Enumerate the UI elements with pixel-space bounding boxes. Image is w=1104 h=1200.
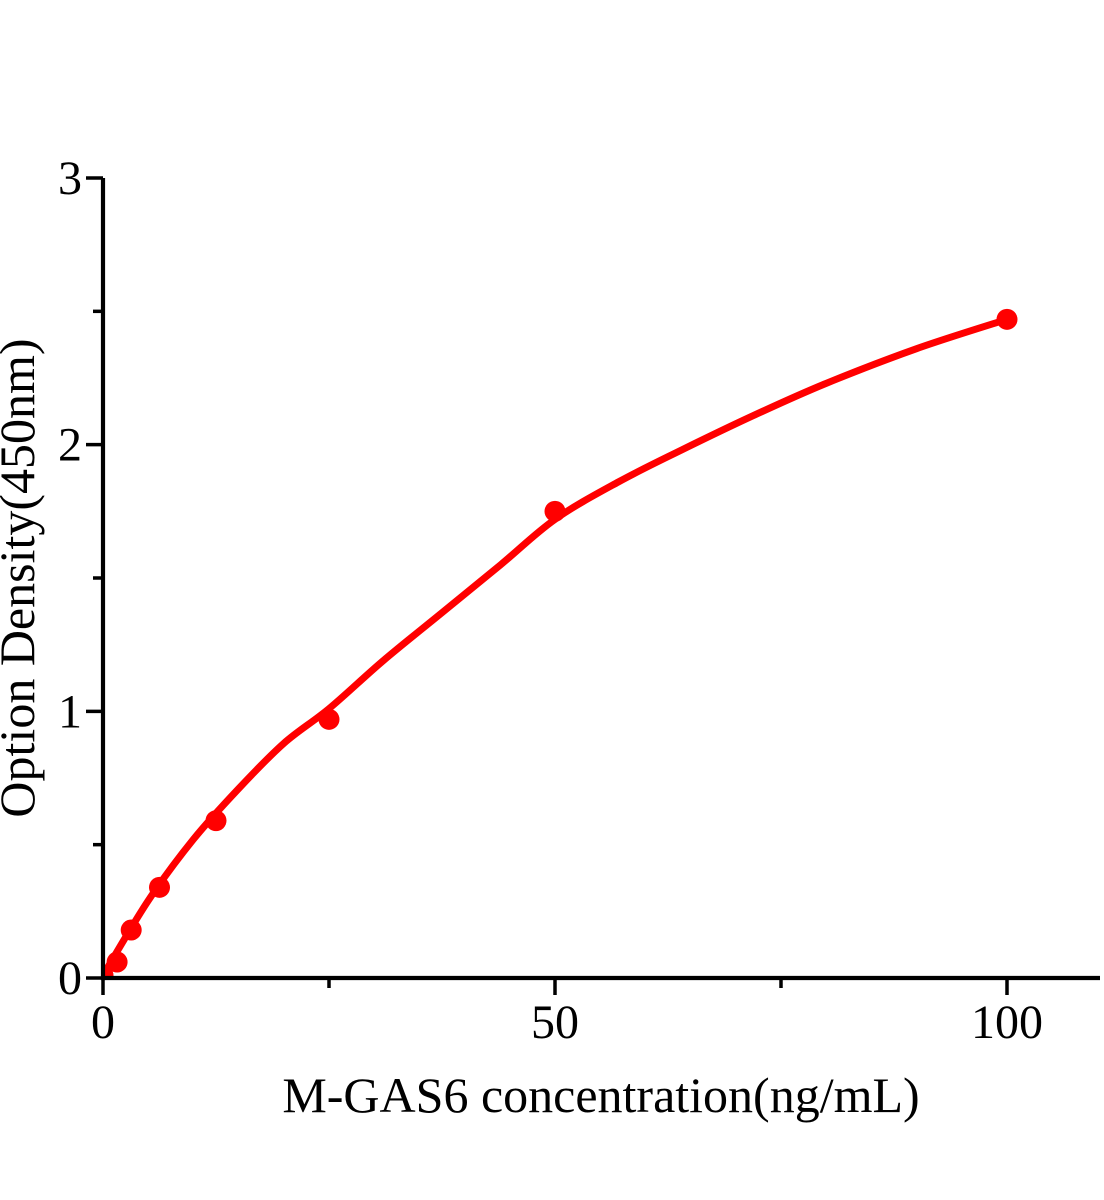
y-axis-tick-labels: 0 1 2 3	[58, 152, 82, 1005]
data-point-marker	[544, 500, 566, 522]
y-tick-label: 3	[58, 152, 82, 205]
x-tick-label: 0	[91, 996, 115, 1049]
data-point-marker	[149, 876, 170, 898]
fit-curve-group	[105, 315, 1011, 976]
fit-curve-path	[105, 315, 1011, 976]
x-tick-label: 100	[971, 996, 1043, 1049]
data-point-marker	[120, 919, 142, 941]
data-point-marker	[105, 965, 114, 976]
y-tick-label: 2	[58, 419, 82, 472]
data-points-group	[105, 308, 1018, 976]
y-axis-title: Option Density(450nm)	[0, 338, 45, 817]
x-tick-label: 50	[531, 996, 579, 1049]
data-point-marker	[318, 708, 340, 730]
y-tick-label: 0	[58, 952, 82, 1005]
data-point-marker	[205, 810, 227, 832]
data-point-marker	[106, 951, 128, 973]
y-axis-ticks	[86, 176, 103, 980]
y-tick-label: 1	[58, 685, 82, 738]
axes-group	[100, 178, 1100, 981]
data-point-marker	[996, 308, 1018, 330]
x-axis-title: M-GAS6 concentration(ng/mL)	[282, 1067, 919, 1123]
x-axis-ticks	[101, 978, 1009, 995]
x-axis-tick-labels: 0 50 100	[91, 996, 1043, 1049]
